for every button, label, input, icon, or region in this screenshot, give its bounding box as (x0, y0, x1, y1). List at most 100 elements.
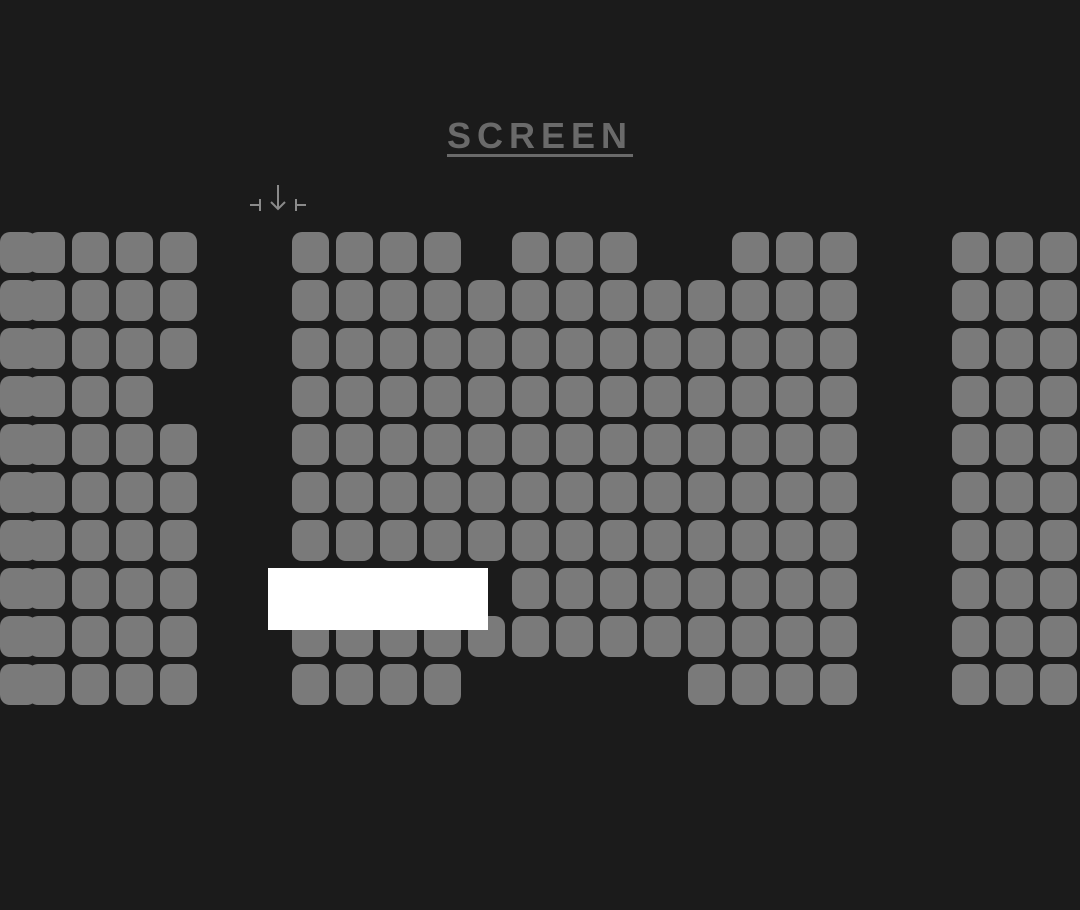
seat[interactable] (116, 568, 153, 609)
seat[interactable] (292, 520, 329, 561)
seat[interactable] (0, 568, 37, 609)
seat[interactable] (0, 424, 37, 465)
seat[interactable] (688, 376, 725, 417)
seat[interactable] (644, 280, 681, 321)
seat[interactable] (1040, 520, 1077, 561)
seat[interactable] (996, 376, 1033, 417)
seat[interactable] (116, 616, 153, 657)
seat[interactable] (292, 472, 329, 513)
seat[interactable] (732, 520, 769, 561)
seat[interactable] (600, 472, 637, 513)
seat[interactable] (996, 520, 1033, 561)
seat[interactable] (556, 280, 593, 321)
seat[interactable] (380, 280, 417, 321)
seat[interactable] (72, 328, 109, 369)
seat[interactable] (996, 664, 1033, 705)
seat[interactable] (952, 568, 989, 609)
seat[interactable] (292, 232, 329, 273)
seat[interactable] (952, 328, 989, 369)
seat[interactable] (996, 328, 1033, 369)
seat[interactable] (1040, 424, 1077, 465)
seat[interactable] (688, 328, 725, 369)
seat[interactable] (952, 520, 989, 561)
seat[interactable] (0, 616, 37, 657)
seat[interactable] (1040, 328, 1077, 369)
seat[interactable] (1040, 280, 1077, 321)
seat[interactable] (424, 376, 461, 417)
seat[interactable] (1040, 664, 1077, 705)
seat[interactable] (820, 664, 857, 705)
seat[interactable] (424, 520, 461, 561)
seat[interactable] (952, 664, 989, 705)
seat[interactable] (292, 376, 329, 417)
seat[interactable] (820, 616, 857, 657)
seat[interactable] (644, 424, 681, 465)
seat[interactable] (336, 280, 373, 321)
seat[interactable] (1040, 616, 1077, 657)
seat[interactable] (996, 568, 1033, 609)
seat[interactable] (820, 520, 857, 561)
seat[interactable] (72, 664, 109, 705)
seat[interactable] (996, 232, 1033, 273)
seat[interactable] (600, 328, 637, 369)
seat[interactable] (336, 664, 373, 705)
seat[interactable] (512, 232, 549, 273)
seat[interactable] (72, 520, 109, 561)
seat[interactable] (820, 376, 857, 417)
seat[interactable] (1040, 376, 1077, 417)
seat[interactable] (688, 520, 725, 561)
seat[interactable] (424, 232, 461, 273)
seat[interactable] (556, 376, 593, 417)
seat[interactable] (380, 472, 417, 513)
seat[interactable] (776, 616, 813, 657)
seat[interactable] (688, 568, 725, 609)
seat[interactable] (1040, 232, 1077, 273)
seat[interactable] (996, 616, 1033, 657)
seat[interactable] (996, 280, 1033, 321)
seat[interactable] (952, 472, 989, 513)
seat[interactable] (952, 280, 989, 321)
seat[interactable] (776, 664, 813, 705)
seat[interactable] (336, 328, 373, 369)
seat[interactable] (776, 376, 813, 417)
seat[interactable] (0, 280, 37, 321)
seat[interactable] (0, 664, 37, 705)
seat[interactable] (512, 568, 549, 609)
seat[interactable] (644, 472, 681, 513)
seat[interactable] (424, 328, 461, 369)
seat[interactable] (160, 232, 197, 273)
seat[interactable] (512, 280, 549, 321)
seat[interactable] (424, 472, 461, 513)
seat[interactable] (72, 280, 109, 321)
seat[interactable] (72, 376, 109, 417)
seat[interactable] (556, 616, 593, 657)
seat[interactable] (468, 376, 505, 417)
seat[interactable] (512, 520, 549, 561)
seat[interactable] (160, 616, 197, 657)
seat[interactable] (952, 424, 989, 465)
seat[interactable] (600, 520, 637, 561)
seat[interactable] (160, 520, 197, 561)
seat[interactable] (776, 520, 813, 561)
seat[interactable] (820, 424, 857, 465)
seat[interactable] (776, 328, 813, 369)
seat[interactable] (292, 424, 329, 465)
seat[interactable] (688, 664, 725, 705)
seat[interactable] (996, 424, 1033, 465)
seat[interactable] (732, 472, 769, 513)
seat[interactable] (600, 376, 637, 417)
seat[interactable] (820, 328, 857, 369)
seat[interactable] (556, 520, 593, 561)
seat[interactable] (116, 280, 153, 321)
seat[interactable] (732, 376, 769, 417)
seat[interactable] (952, 232, 989, 273)
seat[interactable] (556, 472, 593, 513)
seat[interactable] (424, 280, 461, 321)
seat[interactable] (336, 232, 373, 273)
seat[interactable] (732, 232, 769, 273)
seat[interactable] (468, 520, 505, 561)
seat[interactable] (600, 232, 637, 273)
seat[interactable] (0, 520, 37, 561)
seat[interactable] (116, 376, 153, 417)
seat[interactable] (336, 520, 373, 561)
